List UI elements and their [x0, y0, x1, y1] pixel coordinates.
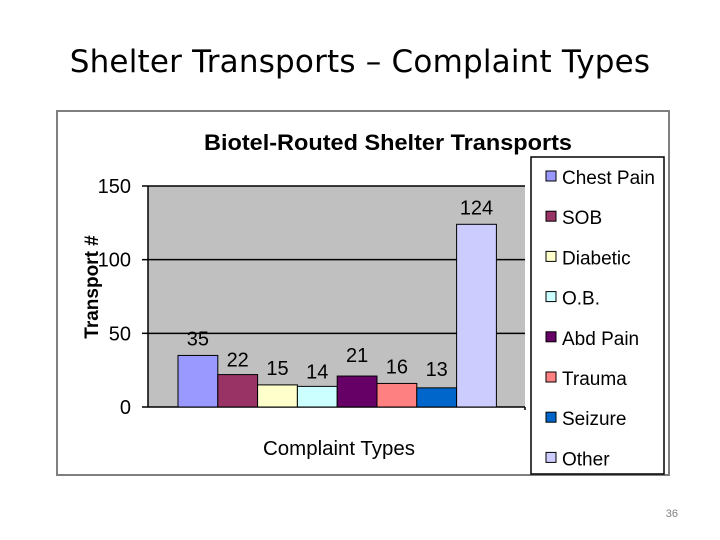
legend-swatch: [545, 371, 557, 383]
data-label: 13: [426, 359, 448, 381]
legend-label: Diabetic: [562, 248, 631, 269]
legend-swatch: [545, 291, 557, 303]
bar-abd-pain: [336, 375, 378, 408]
legend-label: Other: [562, 449, 610, 470]
bar-seizure: [416, 387, 458, 408]
data-label: 35: [187, 328, 209, 350]
bar-trauma: [376, 382, 418, 408]
slide-title: Shelter Transports – Complaint Types: [69, 44, 651, 80]
legend-swatch: [545, 451, 557, 463]
legend: Chest Pain SOB Diabetic O.B. Abd Pain Trauma S…: [530, 156, 665, 475]
legend-swatch: [545, 210, 557, 222]
chart-title: Biotel-Routed Shelter Transports: [204, 130, 572, 155]
legend-swatch: [545, 331, 557, 343]
y-axis-label: Transport #: [82, 235, 103, 339]
bar-other: [456, 223, 497, 408]
bar-diabetic: [257, 384, 298, 408]
legend-swatch: [545, 250, 557, 262]
x-axis-label: Complaint Types: [263, 438, 415, 460]
data-label: 15: [266, 358, 288, 380]
y-tick-label: 50: [109, 323, 131, 345]
legend-label: Abd Pain: [562, 329, 639, 350]
bar-o-b-: [296, 385, 338, 408]
page-number: 36: [665, 508, 678, 520]
data-label: 22: [227, 350, 249, 372]
legend-swatch: [545, 411, 557, 423]
data-label: 16: [386, 356, 408, 378]
bars: [177, 223, 497, 408]
data-labels: 35 22 15 14 21 16 13 124: [187, 197, 493, 383]
bar-chest-pain: [177, 354, 219, 408]
data-label: 14: [306, 361, 328, 383]
y-tick-label: 100: [98, 250, 131, 272]
legend-swatch: [545, 170, 557, 182]
legend-label: Trauma: [562, 369, 627, 390]
data-label: 124: [460, 197, 493, 219]
data-label: 21: [346, 345, 368, 367]
bar-sob: [217, 374, 259, 408]
legend-label: O.B.: [562, 289, 600, 310]
y-axis: 0 50 100 150: [98, 176, 526, 419]
legend-label: Seizure: [562, 409, 626, 430]
legend-label: SOB: [562, 208, 602, 229]
y-tick-label: 150: [98, 176, 131, 198]
legend-label: Chest Pain: [562, 168, 655, 189]
y-tick-label: 0: [120, 397, 131, 419]
